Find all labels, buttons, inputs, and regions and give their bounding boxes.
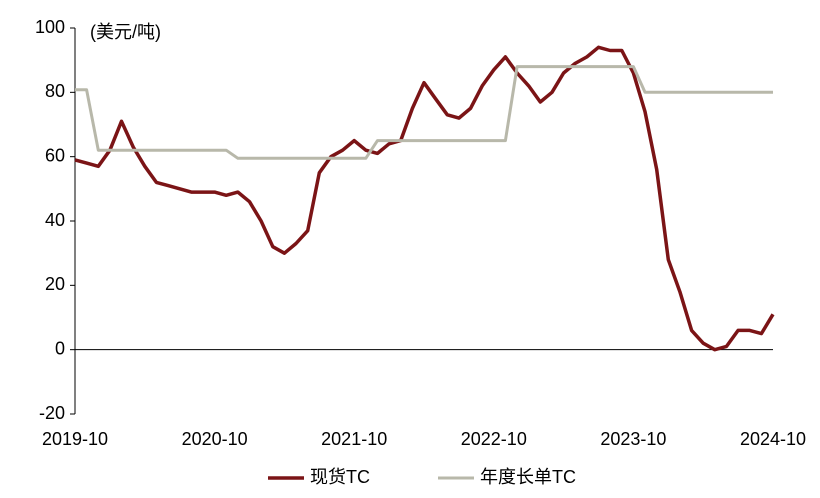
line-series (74, 45, 775, 352)
y-axis-label: (美元/吨) (90, 22, 161, 42)
y-tick-label: 0 (55, 338, 65, 358)
x-tick-label: 2019-10 (42, 429, 108, 449)
legend-label: 年度长单TC (480, 467, 576, 487)
y-tick-label: 60 (45, 145, 65, 165)
y-tick-label: 40 (45, 210, 65, 230)
y-tick-label: -20 (39, 403, 65, 423)
y-tick-label: 80 (45, 81, 65, 101)
y-tick-label: 100 (35, 17, 65, 37)
x-tick-label: 2022-10 (461, 429, 527, 449)
y-tick-label: 20 (45, 274, 65, 294)
x-tick-label: 2021-10 (321, 429, 387, 449)
line-series (75, 65, 773, 160)
x-tick-label: 2023-10 (600, 429, 666, 449)
legend-label: 现货TC (310, 467, 370, 487)
x-tick-label: 2020-10 (182, 429, 248, 449)
x-tick-label: 2024-10 (740, 429, 806, 449)
